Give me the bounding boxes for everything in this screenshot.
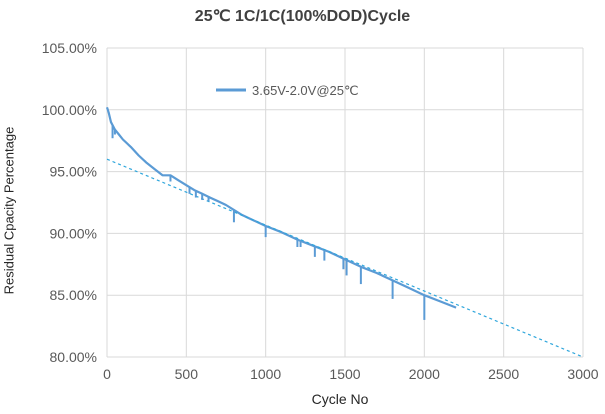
x-axis-label: Cycle No <box>311 391 369 407</box>
legend-label: 3.65V-2.0V@25℃ <box>252 83 359 98</box>
y-tick-label: 90.00% <box>50 225 97 241</box>
x-tick-label: 2000 <box>409 366 440 382</box>
x-tick-label: 1000 <box>250 366 281 382</box>
y-tick-label: 95.00% <box>50 164 97 180</box>
x-tick-label: 1500 <box>329 366 360 382</box>
y-tick-label: 100.00% <box>42 102 97 118</box>
y-tick-label: 80.00% <box>50 349 97 365</box>
y-tick-label: 85.00% <box>50 287 97 303</box>
y-tick-label: 105.00% <box>42 40 97 56</box>
trend-line <box>106 158 584 358</box>
series-line <box>105 106 457 309</box>
x-tick-label: 2500 <box>488 366 519 382</box>
x-tick-label: 500 <box>175 366 199 382</box>
chart-title: 25℃ 1C/1C(100%DOD)Cycle <box>194 8 411 25</box>
x-tick-label: 3000 <box>567 366 598 382</box>
x-tick-label: 0 <box>103 366 111 382</box>
